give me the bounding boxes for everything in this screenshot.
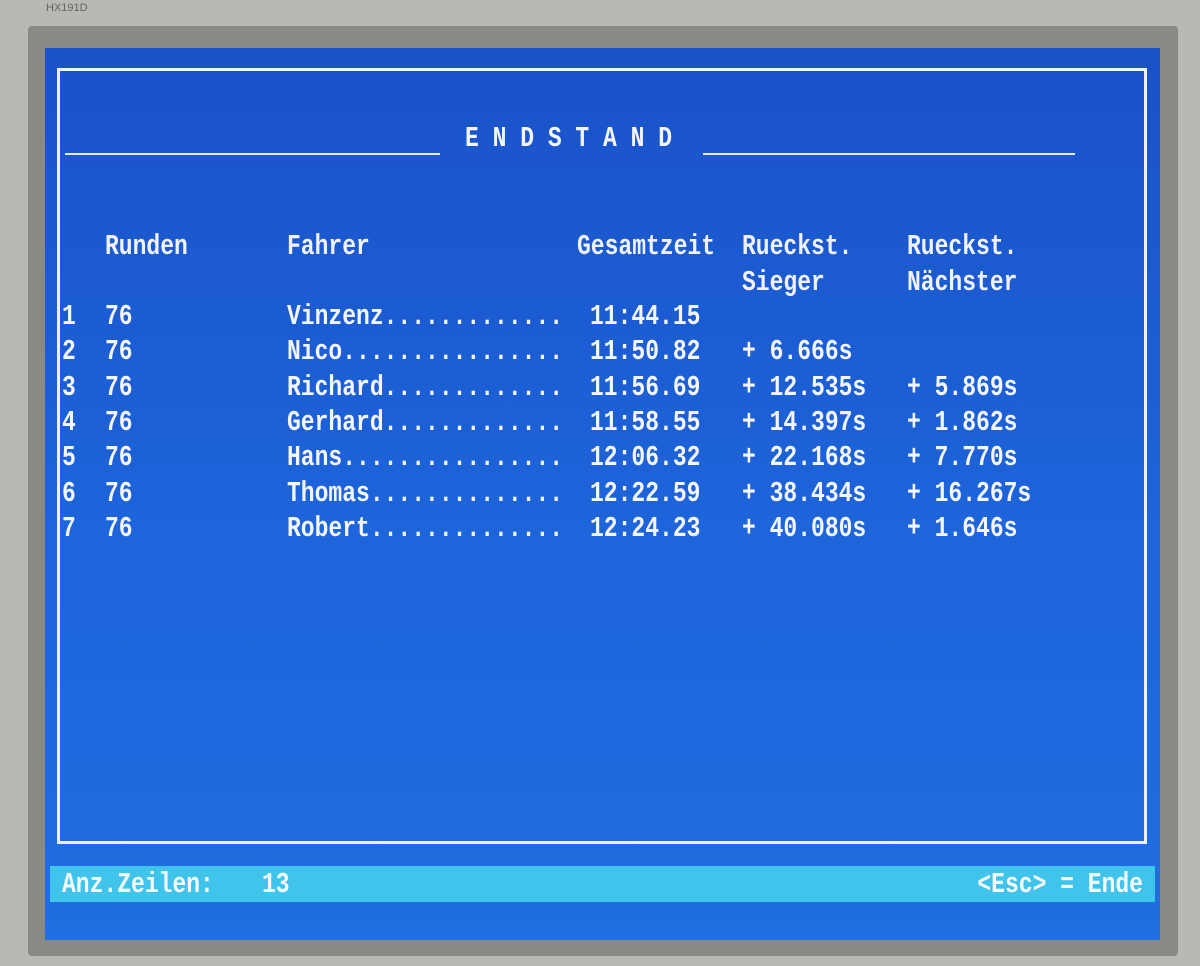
cell-laps: 76 xyxy=(105,511,133,545)
cell-total: 11:56.69 xyxy=(590,370,701,404)
cell-gap-winner: + 14.397s xyxy=(742,405,867,439)
cell-gap-winner: + 40.080s xyxy=(742,511,867,545)
cell-driver: Vinzenz............. xyxy=(287,300,564,333)
header-gap-winner-1: Rueckst. xyxy=(742,230,853,263)
window-frame xyxy=(57,68,1147,844)
monitor-model-label: HX191D xyxy=(46,2,88,14)
cell-pos: 4 xyxy=(62,405,76,439)
cell-pos: 1 xyxy=(62,300,76,333)
cell-driver: Nico................ xyxy=(287,335,564,368)
cell-total: 11:50.82 xyxy=(590,335,701,368)
cell-total: 12:24.23 xyxy=(590,511,701,545)
cell-gap-winner: + 38.434s xyxy=(742,476,867,510)
cell-driver: Richard............. xyxy=(287,370,564,404)
header-gap-next-2: Nächster xyxy=(907,266,1018,299)
title-rule-right xyxy=(703,153,1075,155)
esc-exit-hint[interactable]: <Esc> = Ende xyxy=(977,868,1143,901)
cell-laps: 76 xyxy=(105,370,133,404)
header-gap-next-1: Rueckst. xyxy=(907,230,1018,263)
status-bar: Anz.Zeilen: 13 <Esc> = Ende xyxy=(50,866,1155,902)
cell-gap-next: + 16.267s xyxy=(907,476,1032,510)
cell-driver: Robert.............. xyxy=(287,511,564,545)
cell-total: 12:06.32 xyxy=(590,441,701,474)
cell-laps: 76 xyxy=(105,441,133,474)
cell-laps: 76 xyxy=(105,405,133,439)
cell-pos: 2 xyxy=(62,335,76,368)
header-gap-winner-2: Sieger xyxy=(742,266,825,299)
rows-label: Anz.Zeilen: xyxy=(62,868,214,901)
cell-gap-winner: + 6.666s xyxy=(742,335,853,368)
cell-gap-next: + 1.646s xyxy=(907,511,1018,545)
cell-pos: 3 xyxy=(62,370,76,404)
dos-screen: E N D S T A N D Runden Fahrer Gesamtzeit… xyxy=(45,48,1160,940)
cell-pos: 6 xyxy=(62,476,76,510)
cell-total: 12:22.59 xyxy=(590,476,701,510)
cell-laps: 76 xyxy=(105,300,133,333)
cell-total: 11:44.15 xyxy=(590,300,701,333)
cell-gap-next: + 1.862s xyxy=(907,405,1018,439)
cell-laps: 76 xyxy=(105,476,133,510)
header-total-time: Gesamtzeit xyxy=(577,230,716,263)
cell-pos: 5 xyxy=(62,441,76,474)
header-driver: Fahrer xyxy=(287,230,370,263)
cell-laps: 76 xyxy=(105,335,133,368)
cell-gap-next: + 7.770s xyxy=(907,441,1018,474)
header-laps: Runden xyxy=(105,230,188,263)
cell-gap-winner: + 22.168s xyxy=(742,441,867,474)
cell-gap-winner: + 12.535s xyxy=(742,370,867,404)
cell-total: 11:58.55 xyxy=(590,405,701,439)
cell-driver: Gerhard............. xyxy=(287,405,564,439)
cell-pos: 7 xyxy=(62,511,76,545)
rows-value: 13 xyxy=(262,868,290,901)
title-rule-left xyxy=(65,153,440,155)
page-title: E N D S T A N D xyxy=(465,122,673,155)
cell-gap-next: + 5.869s xyxy=(907,370,1018,404)
cell-driver: Hans................ xyxy=(287,441,564,474)
cell-driver: Thomas.............. xyxy=(287,476,564,510)
